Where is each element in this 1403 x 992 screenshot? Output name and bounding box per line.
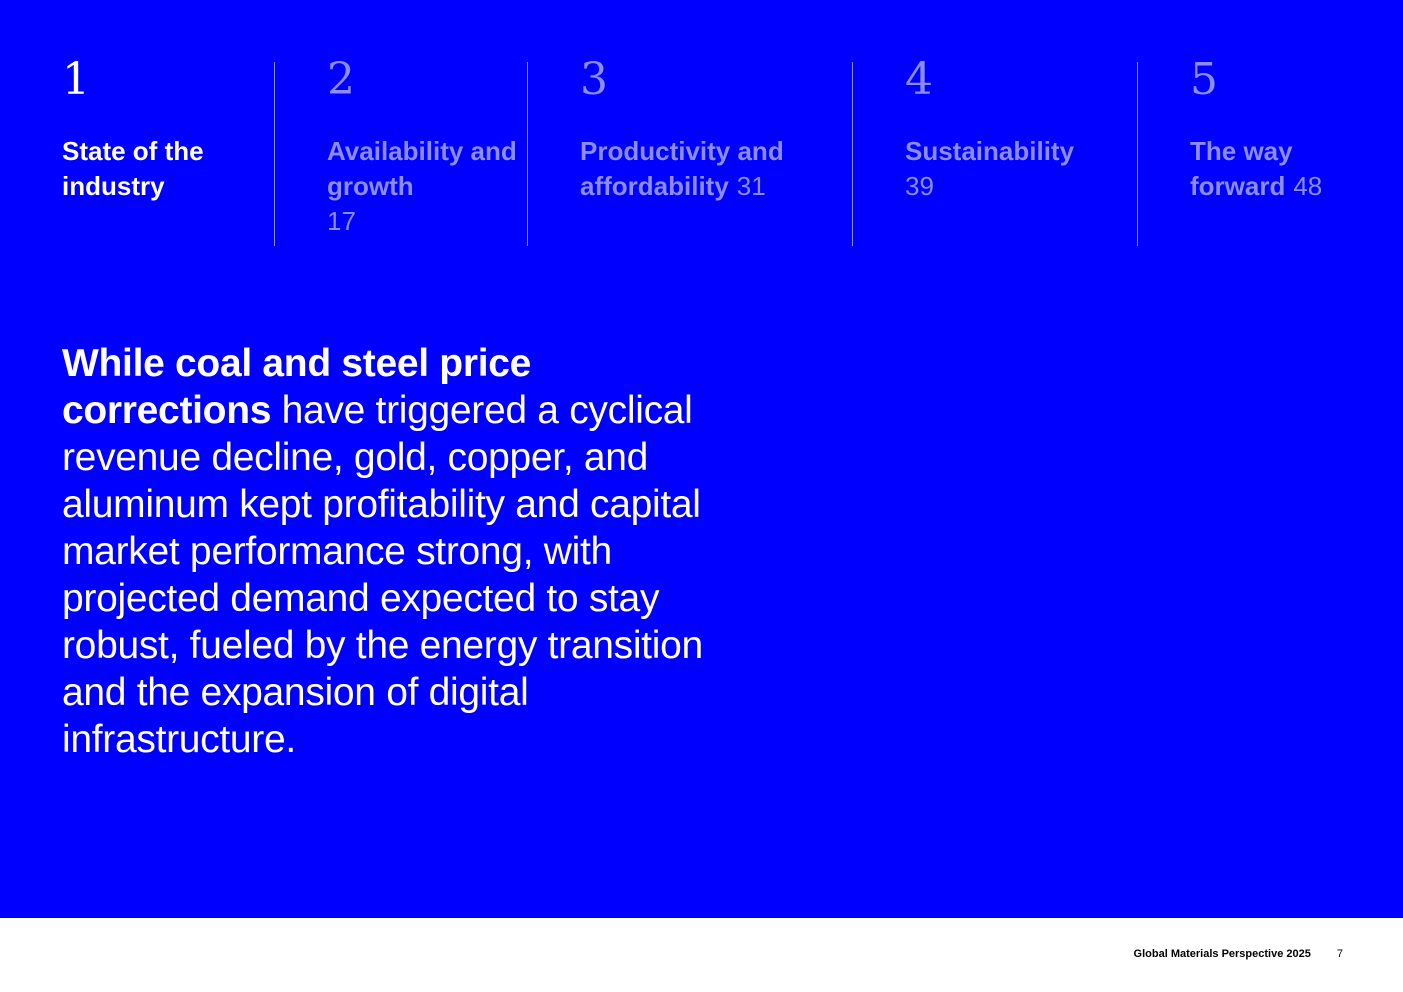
- chapter-title: Sustainability 39: [905, 136, 1075, 201]
- chapter-link-1[interactable]: 1 State of the industry: [62, 56, 262, 246]
- chapter-number: 4: [905, 54, 933, 105]
- chapter-title: The way forward 48: [1190, 136, 1323, 201]
- chapter-link-5[interactable]: 5 The way forward 48: [1190, 56, 1360, 246]
- chapter-page: 48: [1293, 171, 1323, 201]
- chapter-page: 17: [327, 206, 356, 236]
- hero-panel: 1 State of the industry 2 Availability a…: [0, 0, 1403, 918]
- chapter-number: 1: [62, 54, 90, 105]
- headline-statement: While coal and steel price corrections h…: [62, 340, 742, 763]
- publication-title: Global Materials Perspective 2025: [1133, 948, 1311, 960]
- chapter-link-4[interactable]: 4 Sustainability 39: [905, 56, 1127, 246]
- chapter-page: 31: [736, 171, 766, 201]
- chapter-title: Productivity and affordability 31: [580, 136, 784, 201]
- chapter-link-3[interactable]: 3 Productivity and affordability 31: [580, 56, 842, 246]
- chapter-title: Availability and growth 17: [327, 136, 517, 236]
- nav-divider: [852, 62, 853, 246]
- chapter-link-2[interactable]: 2 Availability and growth 17: [327, 56, 517, 246]
- chapter-number: 2: [327, 54, 355, 105]
- chapter-nav: 1 State of the industry 2 Availability a…: [0, 0, 1403, 260]
- chapter-number: 5: [1190, 54, 1218, 105]
- nav-divider: [527, 62, 528, 246]
- chapter-page: 39: [905, 171, 934, 201]
- nav-divider: [1137, 62, 1138, 246]
- nav-divider: [274, 62, 275, 246]
- chapter-number: 3: [580, 54, 608, 105]
- chapter-title: State of the industry: [62, 136, 204, 201]
- headline-rest: have triggered a cyclical revenue declin…: [62, 389, 703, 761]
- headline-lead: While coal and steel price corrections: [62, 342, 532, 432]
- page-footer: Global Materials Perspective 2025 7: [1134, 948, 1343, 960]
- page-number: 7: [1336, 948, 1343, 960]
